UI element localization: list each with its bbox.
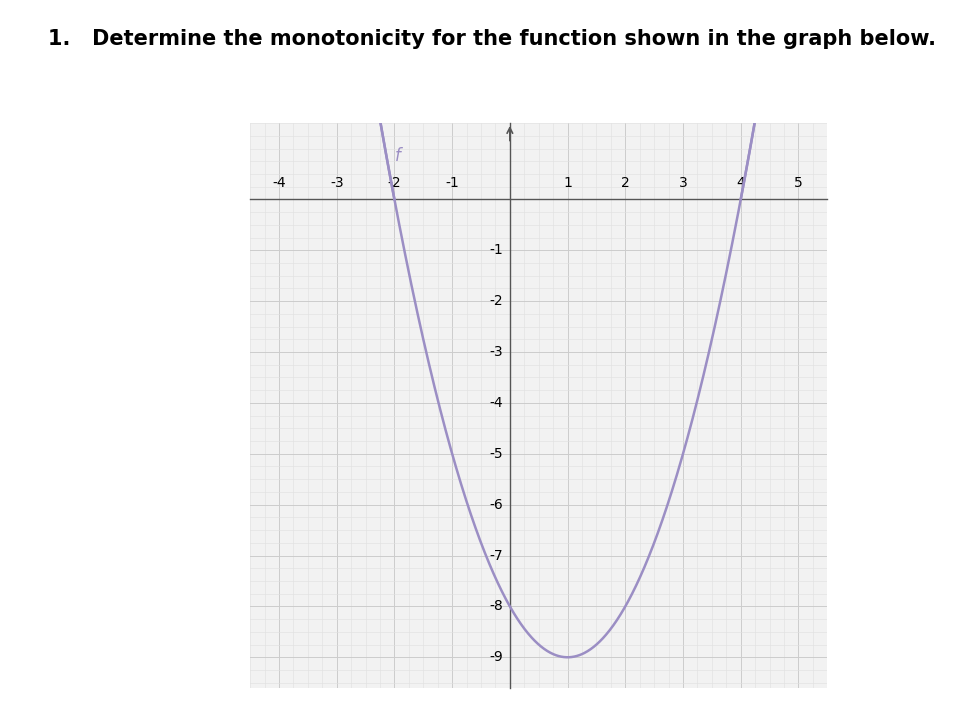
Text: -7: -7	[489, 549, 503, 563]
Text: -2: -2	[489, 294, 503, 308]
Text: -5: -5	[489, 447, 503, 460]
Text: -9: -9	[489, 650, 503, 665]
Text: 5: 5	[793, 176, 802, 190]
Text: 3: 3	[678, 176, 687, 190]
Text: -6: -6	[489, 497, 503, 512]
Text: 4: 4	[735, 176, 745, 190]
Text: -1: -1	[445, 176, 458, 190]
Text: -2: -2	[387, 176, 401, 190]
Text: 1.   Determine the monotonicity for the function shown in the graph below.: 1. Determine the monotonicity for the fu…	[48, 29, 935, 49]
Text: -8: -8	[489, 599, 503, 613]
Text: 2: 2	[620, 176, 629, 190]
Text: -1: -1	[489, 243, 503, 257]
Text: -3: -3	[489, 345, 503, 359]
Text: -4: -4	[272, 176, 285, 190]
Text: f: f	[394, 147, 400, 165]
Text: -3: -3	[330, 176, 343, 190]
Text: 1: 1	[562, 176, 572, 190]
Text: -4: -4	[489, 396, 503, 410]
